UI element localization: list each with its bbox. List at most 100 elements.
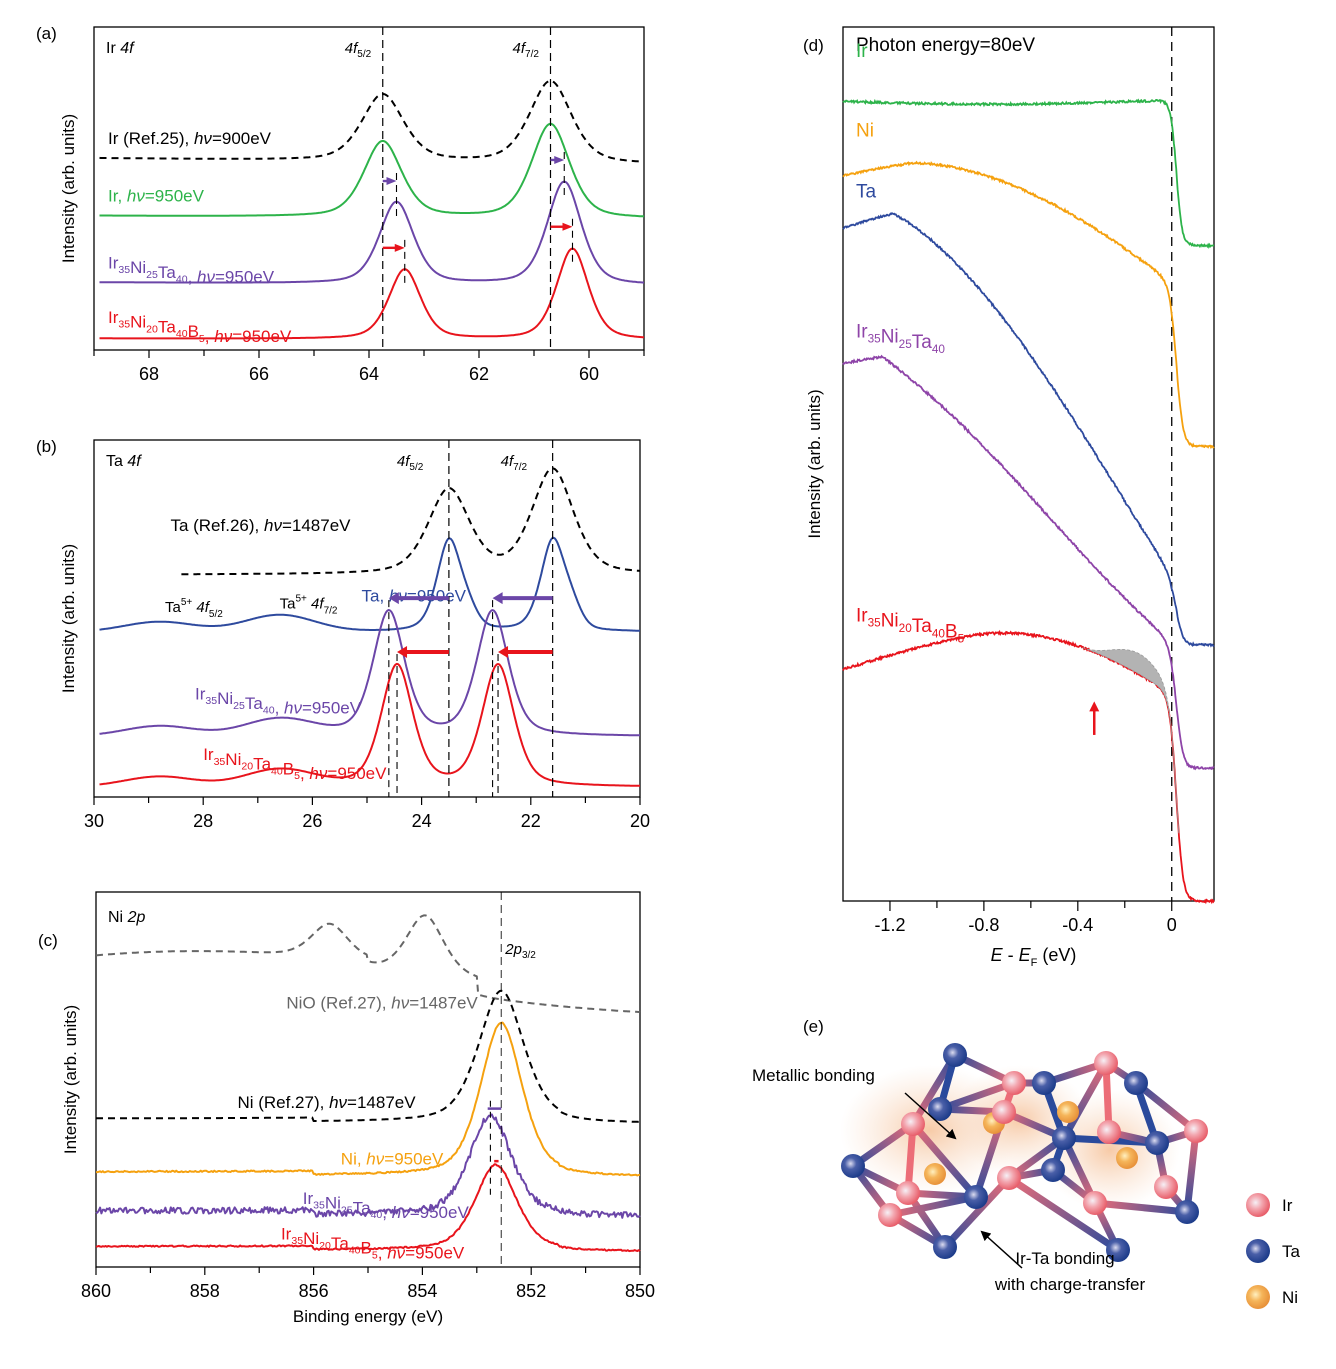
label-part: 2p [127, 909, 146, 926]
label-part: 35 [291, 1235, 303, 1247]
label-part: 25 [233, 700, 245, 712]
x-tick-label: 62 [469, 364, 489, 384]
label-part: =950eV [232, 327, 292, 346]
ta-atom [841, 1154, 865, 1178]
ta5plus-annotation: Ta5+ 4f5/2 [165, 597, 223, 620]
label-part: 5/2 [409, 462, 423, 473]
panel-b: (b) 30 28 26 24 22 20 Intensity (arb. units) Ta … [36, 437, 650, 831]
ir-atom [901, 1112, 925, 1136]
x-tick-label: 64 [359, 364, 379, 384]
panel-title: Ir 4f [106, 40, 135, 57]
label-part: Ni [303, 1229, 319, 1248]
legend-label: Ir [1282, 1196, 1293, 1215]
label-part: Ir [108, 253, 119, 272]
label-part: 25 [146, 269, 158, 281]
label-part: 4f [120, 40, 135, 57]
x-tick-label: 60 [579, 364, 599, 384]
label-part: Ni [130, 258, 146, 277]
x-tick-label: 852 [516, 1281, 546, 1301]
x-tick-label: 68 [139, 364, 159, 384]
vb-spectrum-irnitab [842, 629, 1215, 905]
label-part: 35 [205, 695, 217, 707]
shift-arrow-head [394, 243, 405, 252]
series-label: Ta [856, 181, 877, 202]
label-part: 5 [372, 1249, 378, 1261]
label-part: =950eV [215, 268, 275, 287]
panel-c: (c) 860 858 856 854 852 850 Intensity (arb. uni… [38, 891, 655, 1326]
label-part: Ni [881, 611, 899, 632]
label-part: 4f [345, 40, 359, 57]
bond [1091, 1199, 1191, 1216]
panel-title: Ni 2p [108, 909, 145, 926]
label-part: Ni [881, 327, 899, 348]
series-label: Ir35Ni25Ta40, hν=950eV [108, 253, 275, 286]
atomic-structure-diagram: (e) Metallic bonding Ir-Ta bonding with cha… [752, 1017, 1301, 1309]
label-part: NiO (Ref.27), [286, 994, 391, 1013]
label-part: Ir, [108, 187, 127, 206]
x-tick-label: -0.4 [1062, 915, 1093, 935]
peak-label: 4f5/2 [345, 40, 372, 60]
label-part: hν [194, 129, 212, 148]
spectrum-line-irnita [99, 609, 640, 737]
label-part: Ta (Ref.26), [170, 516, 264, 535]
label-part: Ta [165, 599, 182, 616]
label-part: =900eV [212, 129, 272, 148]
label-part: , [382, 1203, 391, 1222]
label-part: (eV) [1037, 945, 1076, 965]
plot-frame [93, 439, 641, 798]
label-part: 4f [501, 453, 515, 470]
peak-label: 2p3/2 [504, 941, 536, 961]
label-part: 5+ [181, 597, 193, 608]
annotation-arrow [904, 1092, 957, 1140]
label-part: =950eV [405, 1243, 465, 1262]
label-part: 5 [958, 633, 965, 646]
shift-arrow-head [562, 222, 573, 231]
label-part: Ir [195, 684, 206, 703]
label-part: , [300, 764, 309, 783]
ir-atom [1094, 1051, 1118, 1075]
annotation-charge-transfer: with charge-transfer [994, 1275, 1146, 1294]
label-part: E [991, 945, 1004, 965]
x-axis-label: Binding energy (eV) [293, 1307, 443, 1326]
spectrum-line-nio_ref [95, 914, 641, 1014]
label-part: Ta, [362, 587, 389, 606]
label-part: B [945, 621, 958, 642]
peak-label: 4f7/2 [513, 40, 540, 60]
peak-label: 4f7/2 [501, 453, 528, 473]
label-part: 3/2 [522, 950, 536, 961]
bond [1183, 1127, 1200, 1216]
label-part: hν [391, 994, 409, 1013]
label-part: hν [264, 516, 282, 535]
spectrum-line-irnita [99, 180, 645, 284]
label-part: 5/2 [209, 609, 223, 620]
panel-label: (e) [803, 1017, 824, 1036]
bond [936, 1079, 1018, 1113]
spectrum-line-ni [96, 1021, 641, 1177]
bond [941, 1174, 1013, 1251]
series-label: Ni, hν=950eV [341, 1150, 444, 1169]
series-label: Ir (Ref.25), hν=900eV [108, 129, 272, 148]
label-part: - [1003, 945, 1019, 965]
label-part: =1487eV [409, 994, 478, 1013]
ta-atom [1175, 1200, 1199, 1224]
label-part: 7/2 [525, 49, 539, 60]
bond [849, 1120, 917, 1170]
y-axis-label: Intensity (arb. units) [805, 389, 824, 538]
x-tick-label: 854 [407, 1281, 437, 1301]
ir-atom [1097, 1120, 1121, 1144]
ta-atom [943, 1043, 967, 1067]
label-part: 4f [127, 453, 142, 470]
label-part: 40 [263, 705, 275, 717]
ni-atom [924, 1163, 946, 1185]
label-part: Ir [856, 321, 868, 342]
label-part: =950eV [384, 1150, 444, 1169]
label-part: =950eV [302, 699, 362, 718]
label-part: hν [392, 1203, 410, 1222]
label-part: 5 [294, 770, 300, 782]
label-part: 35 [868, 617, 882, 630]
panel-label: (b) [36, 437, 57, 456]
ta-atom [964, 1185, 988, 1209]
spectrum-line-ref [181, 467, 641, 576]
label-part: 4f [311, 595, 325, 612]
